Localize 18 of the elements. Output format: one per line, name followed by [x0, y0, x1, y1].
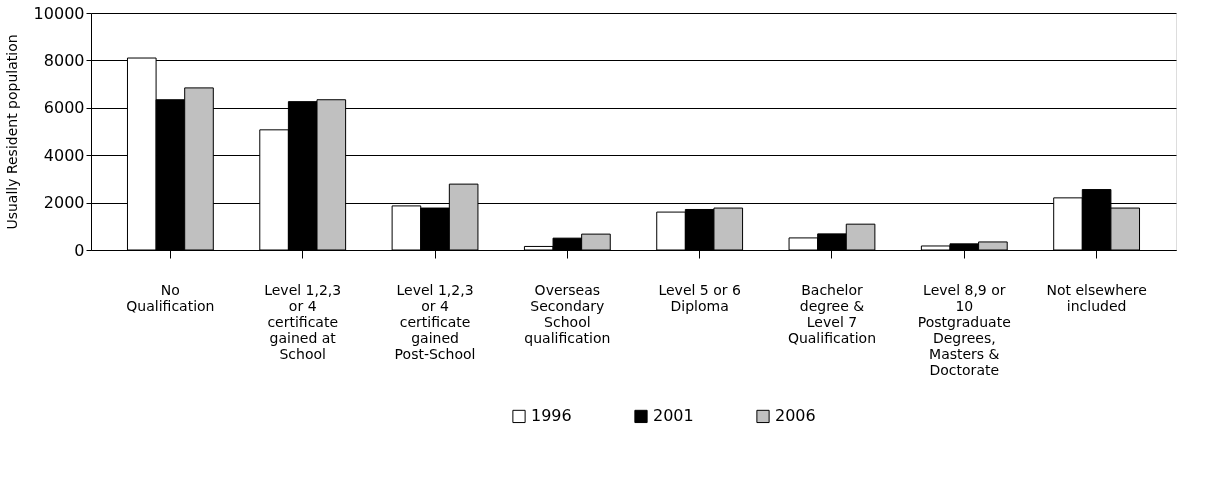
y-axis-title: Usually Resident population: [3, 34, 20, 230]
legend-label: 2001: [653, 406, 694, 426]
y-tick-label: 8000: [43, 50, 85, 70]
x-tick-label: Not elsewhere included: [1046, 281, 1147, 314]
y-tick-label: 10000: [33, 3, 85, 23]
x-tick-label: Bachelor degree & Level 7 Qualification: [787, 281, 877, 346]
y-tick-label: 4000: [43, 145, 85, 165]
x-tick-label: Level 5 or 6 Diploma: [658, 281, 741, 314]
x-tick-label: Overseas Secondary School qualification: [524, 281, 611, 346]
legend-label: 1996: [531, 406, 572, 426]
y-tick-label: 6000: [43, 98, 85, 118]
x-tick-label: Level 8,9 or 10 Postgraduate Degrees, Masters & Doctorate: [917, 281, 1011, 378]
x-tick-label: Level 1,2,3 or 4 certificate gained at School: [264, 281, 342, 362]
y-tick-label: 0: [74, 240, 85, 260]
y-tick-label: 2000: [43, 193, 85, 213]
legend-label: 2006: [775, 406, 816, 426]
x-tick-label: Level 1,2,3 or 4 certificate gained Post-School: [394, 281, 476, 362]
x-tick-label: No Qualification: [126, 281, 215, 314]
